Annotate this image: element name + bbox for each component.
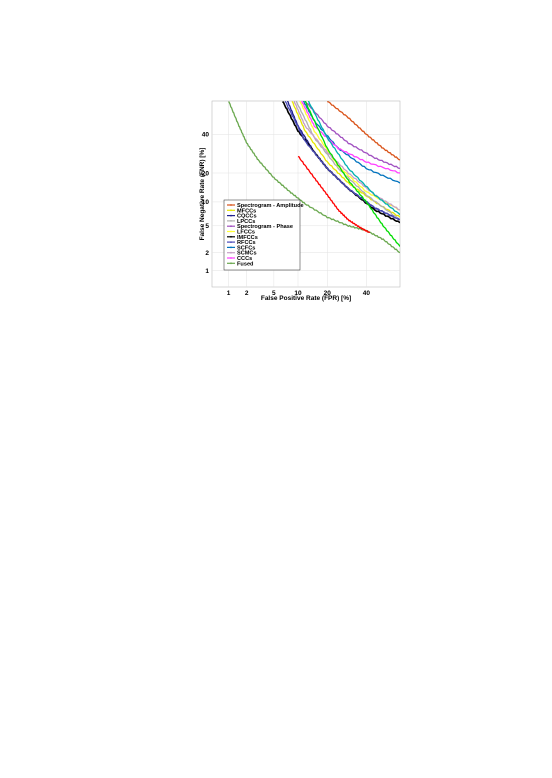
curve-spectrogram-amplitude [327, 101, 400, 161]
legend-box [223, 199, 301, 271]
legend-marker [230, 220, 232, 222]
x-axis-label: False Positive Rate (FPR) [%] [261, 295, 351, 302]
legend: Spectrogram - AmplitudeMFCCsCQCCsLPCCsSp… [223, 199, 304, 271]
y-axis-label: False Negative Rate (FNR) [%] [199, 148, 206, 241]
legend-entry: SCMCs [237, 251, 257, 257]
x-tick-label: 5 [272, 290, 276, 297]
legend-entry: LFCCs [237, 230, 255, 236]
curves [228, 101, 400, 254]
legend-entry: LPCCs [237, 219, 255, 225]
legend-marker [230, 209, 232, 212]
x-tick-label: 2 [245, 290, 249, 297]
legend-entry: IMFCCs [237, 235, 258, 241]
y-tick-label: 40 [202, 132, 210, 139]
y-tick-label: 1 [205, 268, 209, 275]
legend-entry: Fused [237, 261, 254, 267]
legend-marker [230, 262, 232, 265]
x-tick-label: 40 [363, 290, 371, 297]
x-tick-label: 1 [227, 290, 231, 297]
curve-unlabeled-13 [304, 101, 400, 247]
legend-marker [230, 204, 232, 206]
x-tick-label: 20 [324, 290, 332, 297]
legend-marker [230, 235, 232, 238]
ticks: 1 2 5 10 20 40 1 2 5 10 20 40 [202, 132, 371, 297]
legend-entry: MFCCs [237, 208, 256, 214]
legend-entry: RFCCs [237, 240, 256, 246]
legend-marker [230, 257, 232, 259]
legend-entry: Spectrogram - Phase [237, 224, 293, 230]
curve-cccs [301, 101, 400, 174]
legend-entry: Spectrogram - Amplitude [237, 203, 304, 209]
x-tick-label: 10 [294, 290, 302, 297]
legend-entry: CQCCs [237, 214, 257, 220]
y-tick-label: 10 [202, 199, 210, 206]
y-tick-label: 20 [202, 170, 210, 177]
curve-spectrogram-phase [304, 101, 400, 170]
curve-unlabeled-12 [297, 155, 371, 234]
legend-marker [230, 230, 232, 233]
y-tick-label: 5 [205, 223, 209, 230]
legend-entry: SCFCs [237, 245, 255, 251]
legend-marker [230, 251, 232, 254]
legend-marker [230, 246, 232, 249]
curve-rfccs [284, 101, 400, 221]
legend-marker [230, 241, 232, 244]
curve-lpccs [295, 101, 400, 221]
legend-marker [230, 214, 232, 217]
curve-lfccs [299, 101, 400, 211]
curve-unlabeled-14 [307, 101, 400, 216]
legend-marker [230, 225, 232, 228]
y-tick-label: 2 [205, 250, 209, 257]
legend-entry: CCCs [237, 256, 252, 262]
